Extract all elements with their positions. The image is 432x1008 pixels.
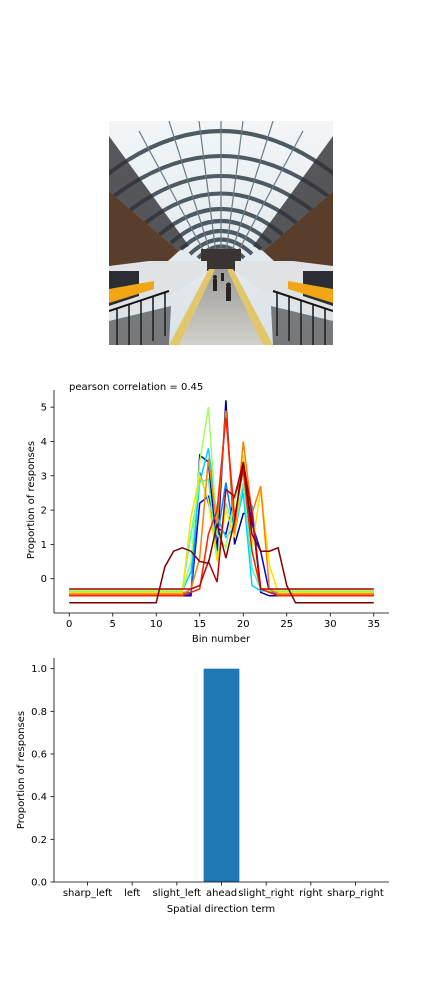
y-tick-label: 4 <box>41 437 47 448</box>
x-tick-label: left <box>124 888 140 899</box>
x-tick-label: slight_right <box>238 888 294 899</box>
bar-plot-area: sharp_left left slight_left ahead slight_rig… <box>31 658 389 899</box>
series-line-8 <box>69 417 374 597</box>
line-chart-panel: pearson correlation = 0.45 0 5 10 15 20 25 30 3… <box>0 375 432 650</box>
y-tick-label: 1 <box>41 540 47 551</box>
x-tick-label: 30 <box>324 619 337 630</box>
y-tick-label: 3 <box>41 471 47 482</box>
x-tick-label: sharp_left <box>63 888 112 899</box>
bar-chart-panel: sharp_left left slight_left ahead slight_rig… <box>0 650 432 920</box>
line-chart: pearson correlation = 0.45 0 5 10 15 20 25 30 3… <box>26 382 389 645</box>
y-tick-label: 0.0 <box>31 878 47 889</box>
y-tick-label: 0.8 <box>31 707 47 718</box>
x-tick-label: 35 <box>367 619 380 630</box>
x-tick-label: 5 <box>110 619 116 630</box>
y-axis-label: Proportion of responses <box>26 441 37 559</box>
y-axis-label: Proportion of responses <box>16 711 27 829</box>
x-tick-label: 0 <box>66 619 72 630</box>
y-tick-label: 5 <box>41 403 47 414</box>
series-line-10 <box>69 461 374 604</box>
y-tick-label: 0.4 <box>31 792 47 803</box>
train-station-platform-photo <box>97 120 345 345</box>
series-line-7 <box>69 410 374 595</box>
x-tick-label: 15 <box>193 619 206 630</box>
y-tick-label: 0 <box>41 574 47 585</box>
y-tick-label: 2 <box>41 506 47 517</box>
series-line-9 <box>69 461 374 590</box>
x-tick-label: 20 <box>237 619 250 630</box>
x-tick-label: ahead <box>206 888 237 899</box>
x-axis-label: Spatial direction term <box>167 904 275 915</box>
chart-title: pearson correlation = 0.45 <box>69 382 203 393</box>
train-station-platform-photo-icon <box>97 120 345 345</box>
x-tick-label: right <box>299 888 323 899</box>
bar-chart: sharp_left left slight_left ahead slight_rig… <box>16 658 389 915</box>
y-tick-label: 0.6 <box>31 750 47 761</box>
x-tick-label: slight_left <box>153 888 202 899</box>
x-tick-label: 10 <box>150 619 163 630</box>
y-tick-label: 1.0 <box>31 664 47 675</box>
bar-ahead <box>203 668 240 882</box>
series-line-0 <box>69 400 374 597</box>
x-axis-label: Bin number <box>192 634 251 645</box>
x-tick-label: sharp_right <box>327 888 384 899</box>
line-plot-area: 0 5 10 15 20 25 30 35 0 1 2 3 4 5 <box>41 390 389 630</box>
y-tick-label: 0.2 <box>31 835 47 846</box>
x-tick-label: 25 <box>280 619 293 630</box>
series-line-5 <box>69 407 374 592</box>
